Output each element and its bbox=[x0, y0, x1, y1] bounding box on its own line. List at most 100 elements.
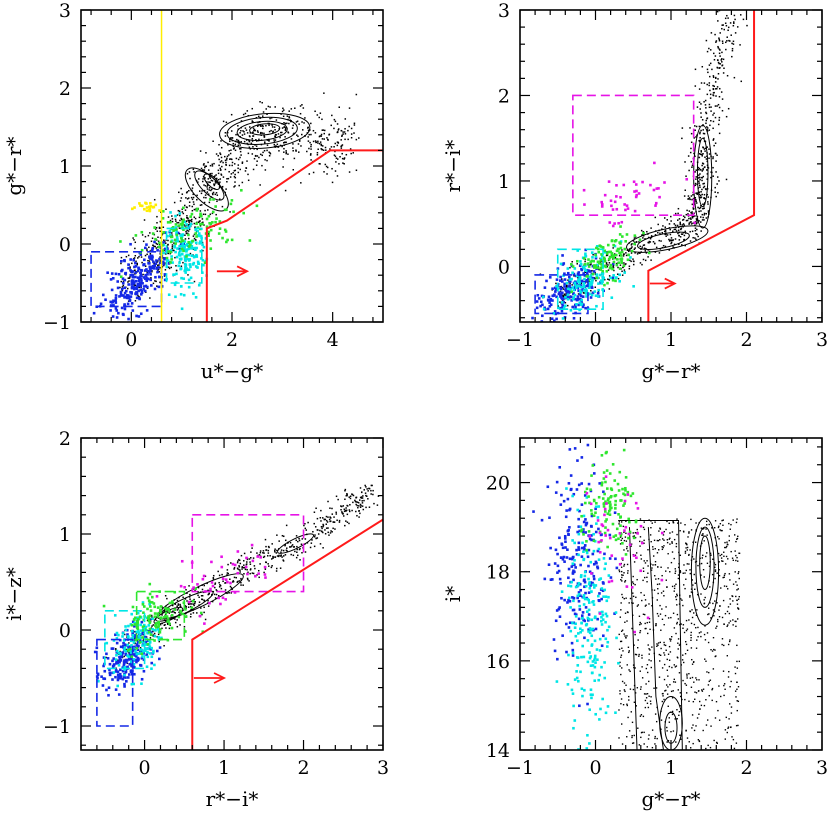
object-point-lowz bbox=[614, 253, 618, 257]
star-point bbox=[650, 235, 653, 237]
object-point-quasar bbox=[139, 253, 143, 256]
star-point bbox=[692, 236, 694, 239]
object-point-whitedwarf bbox=[166, 259, 170, 262]
object-point-lowz bbox=[215, 217, 218, 220]
star-point bbox=[173, 201, 176, 204]
x-tick-label: 0 bbox=[589, 329, 601, 351]
star-point bbox=[219, 161, 222, 163]
star-point bbox=[711, 687, 714, 690]
star-point bbox=[232, 145, 235, 148]
star-point bbox=[205, 152, 207, 154]
star-point bbox=[607, 278, 609, 280]
object-point-quasar bbox=[572, 316, 576, 320]
star-point bbox=[192, 603, 195, 605]
object-point-quasar bbox=[107, 686, 111, 690]
star-point bbox=[156, 222, 158, 224]
object-point-lowz bbox=[610, 239, 614, 243]
star-point bbox=[696, 222, 698, 224]
object-point-quasar bbox=[123, 659, 126, 662]
star-point bbox=[207, 193, 210, 195]
star-point bbox=[665, 606, 667, 608]
star-point bbox=[682, 627, 684, 629]
star-point bbox=[697, 206, 699, 209]
star-point bbox=[185, 232, 188, 235]
star-point bbox=[664, 231, 667, 233]
object-point-quasar bbox=[121, 281, 125, 285]
star-point bbox=[173, 611, 176, 614]
star-point bbox=[251, 547, 253, 549]
star-point bbox=[230, 173, 233, 175]
star-point bbox=[225, 121, 228, 124]
object-point-whitedwarf bbox=[555, 285, 558, 288]
star-point bbox=[325, 149, 327, 151]
star-point bbox=[218, 586, 221, 588]
star-point bbox=[309, 154, 312, 156]
object-point-lowz bbox=[618, 252, 622, 255]
star-point bbox=[282, 535, 285, 538]
object-point-lowz bbox=[194, 232, 198, 235]
star-point bbox=[298, 548, 301, 551]
object-point-quasar bbox=[166, 247, 169, 251]
object-point-lowz bbox=[157, 622, 161, 626]
star-point bbox=[166, 246, 169, 248]
star-point bbox=[248, 146, 251, 148]
object-point-uvx bbox=[142, 207, 146, 211]
star-point bbox=[163, 610, 166, 612]
star-point bbox=[136, 263, 139, 266]
star-point bbox=[360, 497, 363, 499]
star-point bbox=[626, 547, 628, 550]
star-point bbox=[297, 554, 299, 557]
y-tick-label: 0 bbox=[498, 256, 510, 278]
star-point bbox=[186, 600, 188, 602]
star-point bbox=[281, 556, 283, 558]
star-point bbox=[583, 292, 585, 294]
star-point bbox=[648, 603, 650, 605]
star-point bbox=[690, 218, 692, 221]
star-point bbox=[327, 527, 329, 529]
star-point bbox=[301, 104, 303, 106]
star-point bbox=[300, 543, 303, 546]
star-point bbox=[134, 241, 137, 244]
star-point bbox=[333, 154, 336, 156]
star-point bbox=[211, 188, 213, 191]
object-point-lowz bbox=[174, 228, 178, 231]
star-point bbox=[211, 165, 214, 167]
star-point bbox=[690, 160, 693, 163]
object-point-whitedwarf bbox=[564, 304, 567, 308]
star-point bbox=[258, 576, 260, 579]
star-point bbox=[590, 289, 592, 292]
object-point-lowz bbox=[136, 622, 139, 625]
star-point bbox=[718, 685, 720, 687]
star-point bbox=[718, 180, 720, 182]
star-point bbox=[730, 680, 732, 683]
star-point bbox=[618, 521, 621, 523]
star-point bbox=[357, 506, 359, 509]
star-point bbox=[710, 176, 712, 179]
object-point-whitedwarf bbox=[582, 282, 586, 285]
object-point-quasar bbox=[573, 286, 577, 289]
star-point bbox=[153, 245, 155, 248]
star-point bbox=[298, 139, 301, 141]
star-point bbox=[292, 150, 294, 152]
object-point-quasar bbox=[132, 258, 135, 262]
star-point bbox=[225, 188, 227, 190]
object-point-whitedwarf bbox=[188, 246, 192, 250]
star-point bbox=[614, 256, 617, 259]
star-point bbox=[708, 148, 710, 150]
star-point bbox=[119, 286, 121, 289]
star-point bbox=[732, 43, 735, 45]
object-point-quasar bbox=[132, 275, 135, 279]
object-point-lowz bbox=[612, 260, 616, 264]
star-point bbox=[708, 153, 711, 155]
object-point-lowz bbox=[177, 224, 181, 227]
star-point bbox=[619, 690, 621, 692]
star-point bbox=[701, 164, 703, 167]
star-point bbox=[662, 225, 664, 227]
object-point-quasar bbox=[119, 659, 122, 662]
star-point bbox=[694, 85, 697, 87]
star-point bbox=[280, 551, 282, 553]
star-point bbox=[714, 81, 717, 83]
object-point-lowz bbox=[199, 214, 202, 218]
star-point bbox=[691, 217, 694, 219]
object-point-quasar bbox=[111, 678, 114, 681]
